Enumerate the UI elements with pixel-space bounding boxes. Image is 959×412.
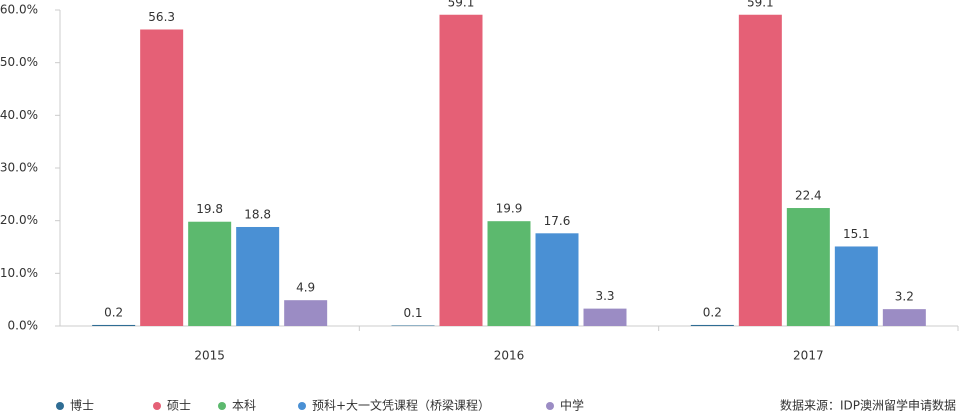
data-label: 59.1 <box>747 0 774 9</box>
source-note: 数据来源：IDP澳洲留学申请数据 <box>780 398 956 412</box>
data-label: 17.6 <box>544 214 571 228</box>
bar <box>284 300 328 326</box>
legend-marker <box>153 402 161 410</box>
legend-label: 中学 <box>560 398 584 412</box>
data-label: 3.3 <box>595 289 614 303</box>
bar <box>834 246 878 326</box>
bar <box>690 324 734 326</box>
y-tick-label: 50.0% <box>0 55 38 69</box>
x-tick-label: 2016 <box>494 349 525 363</box>
legend-marker <box>218 402 226 410</box>
y-tick-label: 60.0% <box>0 3 38 17</box>
y-tick-label: 40.0% <box>0 108 38 122</box>
y-tick-label: 30.0% <box>0 161 38 175</box>
data-label: 19.8 <box>196 202 223 216</box>
data-label: 0.1 <box>403 306 422 320</box>
legend-label: 本科 <box>232 399 256 412</box>
legend-label: 硕士 <box>167 399 191 412</box>
y-tick-label: 10.0% <box>0 266 38 280</box>
data-label: 3.2 <box>895 290 914 304</box>
x-tick-label: 2017 <box>793 349 824 363</box>
data-label: 4.9 <box>296 281 315 295</box>
x-tick-label: 2015 <box>194 349 225 363</box>
bar <box>236 226 280 326</box>
bar <box>391 325 435 326</box>
bar <box>535 233 579 326</box>
legend-marker <box>56 402 64 410</box>
legend-marker <box>546 402 554 410</box>
data-label: 0.2 <box>703 305 722 319</box>
legend-marker <box>298 402 306 410</box>
bar <box>738 14 782 327</box>
legend-label: 博士 <box>70 398 94 412</box>
data-label: 59.1 <box>448 0 475 9</box>
data-label: 0.2 <box>104 305 123 319</box>
bar <box>92 324 136 326</box>
data-label: 18.8 <box>244 207 271 221</box>
bar <box>882 309 926 326</box>
bar <box>786 208 830 326</box>
bar <box>188 221 232 326</box>
bar <box>487 221 531 326</box>
bar <box>583 308 627 326</box>
bar <box>439 14 483 327</box>
data-label: 19.9 <box>496 202 523 216</box>
data-label: 56.3 <box>148 10 175 24</box>
y-tick-label: 0.0% <box>8 319 39 333</box>
data-label: 15.1 <box>843 227 870 241</box>
y-tick-label: 20.0% <box>0 213 38 227</box>
bar <box>140 29 184 327</box>
data-label: 22.4 <box>795 189 822 203</box>
legend-label: 预科+大一文凭课程（桥梁课程） <box>312 398 490 412</box>
